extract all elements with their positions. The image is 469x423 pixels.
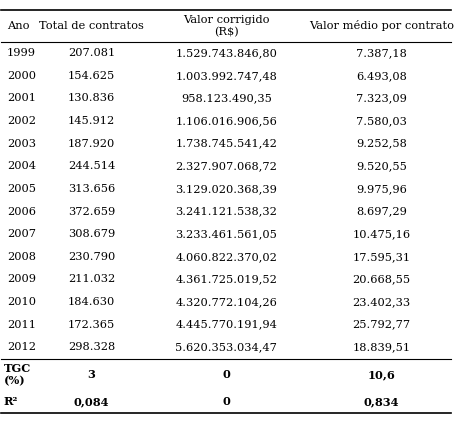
Text: 145.912: 145.912 <box>68 116 115 126</box>
Text: 7.387,18: 7.387,18 <box>356 48 407 58</box>
Text: 3.233.461.561,05: 3.233.461.561,05 <box>175 229 277 239</box>
Text: 4.320.772.104,26: 4.320.772.104,26 <box>175 297 277 307</box>
Text: 0,084: 0,084 <box>74 396 109 407</box>
Text: 0: 0 <box>222 396 230 407</box>
Text: 230.790: 230.790 <box>68 252 115 262</box>
Text: 2009: 2009 <box>7 275 36 284</box>
Text: 9.252,58: 9.252,58 <box>356 139 407 148</box>
Text: 244.514: 244.514 <box>68 161 115 171</box>
Text: 2007: 2007 <box>7 229 36 239</box>
Text: 10.475,16: 10.475,16 <box>353 229 411 239</box>
Text: 2004: 2004 <box>7 161 36 171</box>
Text: 4.361.725.019,52: 4.361.725.019,52 <box>175 275 277 284</box>
Text: 2011: 2011 <box>7 320 36 330</box>
Text: 1.003.992.747,48: 1.003.992.747,48 <box>175 71 277 81</box>
Text: 130.836: 130.836 <box>68 93 115 103</box>
Text: 3: 3 <box>87 369 95 380</box>
Text: 9.975,96: 9.975,96 <box>356 184 407 194</box>
Text: 2001: 2001 <box>7 93 36 103</box>
Text: 6.493,08: 6.493,08 <box>356 71 407 81</box>
Text: 2003: 2003 <box>7 139 36 148</box>
Text: 211.032: 211.032 <box>68 275 115 284</box>
Text: 17.595,31: 17.595,31 <box>353 252 411 262</box>
Text: 2012: 2012 <box>7 342 36 352</box>
Text: 2.327.907.068,72: 2.327.907.068,72 <box>175 161 277 171</box>
Text: 0: 0 <box>222 369 230 380</box>
Text: 372.659: 372.659 <box>68 206 115 217</box>
Text: 2002: 2002 <box>7 116 36 126</box>
Text: 23.402,33: 23.402,33 <box>353 297 411 307</box>
Text: 184.630: 184.630 <box>68 297 115 307</box>
Text: 2005: 2005 <box>7 184 36 194</box>
Text: 18.839,51: 18.839,51 <box>353 342 411 352</box>
Text: 207.081: 207.081 <box>68 48 115 58</box>
Text: 8.697,29: 8.697,29 <box>356 206 407 217</box>
Text: 7.323,09: 7.323,09 <box>356 93 407 103</box>
Text: 313.656: 313.656 <box>68 184 115 194</box>
Text: 3.241.121.538,32: 3.241.121.538,32 <box>175 206 277 217</box>
Text: 2008: 2008 <box>7 252 36 262</box>
Text: 5.620.353.034,47: 5.620.353.034,47 <box>175 342 277 352</box>
Text: 2010: 2010 <box>7 297 36 307</box>
Text: 9.520,55: 9.520,55 <box>356 161 407 171</box>
Text: 2000: 2000 <box>7 71 36 81</box>
Text: 172.365: 172.365 <box>68 320 115 330</box>
Text: 3.129.020.368,39: 3.129.020.368,39 <box>175 184 277 194</box>
Text: 10,6: 10,6 <box>368 369 395 380</box>
Text: 0,834: 0,834 <box>364 396 400 407</box>
Text: 7.580,03: 7.580,03 <box>356 116 407 126</box>
Text: Total de contratos: Total de contratos <box>39 21 144 31</box>
Text: 25.792,77: 25.792,77 <box>353 320 411 330</box>
Text: TGC
(%): TGC (%) <box>4 363 31 387</box>
Text: 1.738.745.541,42: 1.738.745.541,42 <box>175 139 277 148</box>
Text: 1.106.016.906,56: 1.106.016.906,56 <box>175 116 277 126</box>
Text: Valor médio por contrato: Valor médio por contrato <box>309 20 454 31</box>
Text: Ano: Ano <box>7 21 29 31</box>
Text: 187.920: 187.920 <box>68 139 115 148</box>
Text: 298.328: 298.328 <box>68 342 115 352</box>
Text: Valor corrigido
(R$): Valor corrigido (R$) <box>183 15 270 37</box>
Text: 958.123.490,35: 958.123.490,35 <box>181 93 272 103</box>
Text: 4.445.770.191,94: 4.445.770.191,94 <box>175 320 277 330</box>
Text: R²: R² <box>4 396 18 407</box>
Text: 1.529.743.846,80: 1.529.743.846,80 <box>175 48 277 58</box>
Text: 20.668,55: 20.668,55 <box>353 275 411 284</box>
Text: 4.060.822.370,02: 4.060.822.370,02 <box>175 252 277 262</box>
Text: 2006: 2006 <box>7 206 36 217</box>
Text: 154.625: 154.625 <box>68 71 115 81</box>
Text: 308.679: 308.679 <box>68 229 115 239</box>
Text: 1999: 1999 <box>7 48 36 58</box>
